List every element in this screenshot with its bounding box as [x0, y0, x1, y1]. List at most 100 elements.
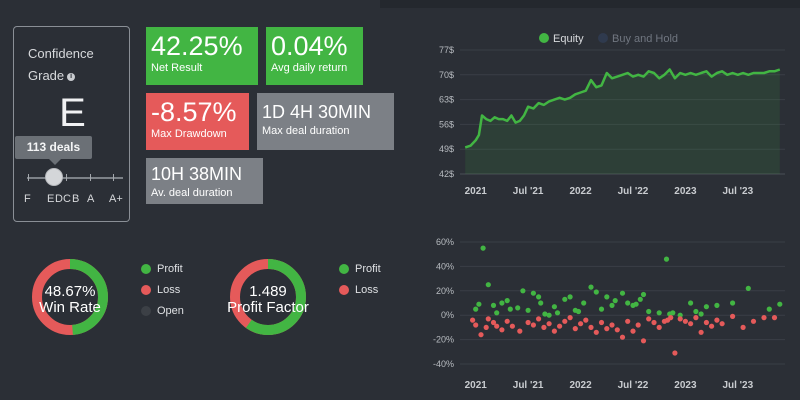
deals-tooltip: 113 deals	[15, 136, 92, 159]
net-result-value: 42.25%	[151, 31, 243, 61]
profit-deal-point	[490, 302, 497, 308]
loss-deal-point	[703, 319, 709, 326]
grade-tick	[66, 174, 67, 181]
equity-y-tick-label: 70$	[439, 70, 454, 80]
profit-deal-point	[480, 245, 486, 251]
profit-deal-point	[730, 300, 736, 306]
legend-dot-icon	[141, 306, 151, 317]
loss-deal-point	[546, 321, 552, 327]
loss-deal-point	[635, 322, 641, 328]
win-rate-value: 48.67%	[44, 283, 96, 300]
equity-y-tick-label: 56$	[439, 119, 454, 129]
scatter-y-tick-label: 40%	[436, 261, 454, 271]
scatter-x-axis: 2021 Jul '21 2022 Jul '22 2023 Jul '23	[465, 380, 754, 391]
loss-deal-point	[483, 324, 489, 330]
grade-label-b: B	[72, 193, 80, 205]
win-rate-legend-profit[interactable]: Profit	[141, 263, 183, 275]
equity-x-tick-label: 2022	[569, 186, 592, 197]
deals-scatter-chart: 60% 40% 20% 0% -20% -40% 2021 Jul '21 2022 Jul '…	[433, 237, 785, 391]
loss-deal-point	[761, 315, 767, 321]
profit-deal-point	[688, 300, 694, 306]
scatter-x-tick-label: Jul '21	[513, 380, 544, 391]
max-drawdown-tile: -8.57% Max Drawdown	[146, 93, 249, 150]
loss-deal-point	[478, 332, 484, 338]
loss-deal-point	[677, 316, 683, 322]
equity-x-axis: 2021 Jul '21 2022 Jul '22 2023 Jul '23	[465, 186, 754, 197]
profit-factor-legend-profit-label: Profit	[355, 263, 381, 275]
grade-label-a-plus: A+	[109, 193, 123, 205]
loss-deal-point	[750, 318, 757, 324]
loss-deal-point	[614, 327, 620, 333]
profit-deal-point	[604, 294, 610, 300]
profit-factor-legend-loss-label: Loss	[355, 284, 379, 296]
loss-deal-point	[485, 316, 491, 322]
loss-deal-point	[604, 326, 610, 332]
grade-slider-handle[interactable]	[45, 168, 63, 186]
scatter-y-tick-label: 0%	[441, 310, 454, 320]
scatter-x-tick-label: 2021	[465, 380, 488, 391]
scatter-x-tick-label: Jul '23	[722, 380, 753, 391]
profit-deal-point	[473, 306, 479, 312]
legend-equity-label[interactable]: Equity	[553, 33, 584, 45]
scatter-x-tick-label: 2023	[674, 380, 697, 391]
legend-dot-icon	[141, 264, 151, 275]
profit-deal-point	[515, 305, 521, 311]
loss-deal-point	[551, 328, 557, 334]
grade-label-f: F	[24, 193, 31, 205]
loss-deal-point	[598, 319, 605, 326]
profit-deal-point	[663, 256, 670, 262]
profit-deal-point	[619, 290, 626, 296]
win-rate-legend-loss[interactable]: Loss	[141, 284, 180, 296]
loss-deal-point	[619, 334, 626, 340]
profit-deal-point	[637, 296, 643, 302]
profit-deal-point	[546, 312, 552, 318]
top-bar	[380, 0, 800, 8]
grade-slider-track[interactable]	[27, 177, 123, 179]
profit-factor-label: Profit Factor	[227, 299, 309, 316]
profit-deal-point	[504, 298, 510, 304]
loss-deal-point	[557, 323, 563, 329]
profit-deal-point	[609, 302, 615, 308]
profit-deal-point	[485, 282, 491, 288]
win-rate-legend-profit-label: Profit	[157, 263, 183, 275]
info-icon[interactable]: i	[67, 72, 76, 81]
profit-deal-point	[525, 307, 531, 313]
profit-deal-point	[633, 301, 639, 307]
legend-equity-icon[interactable]	[539, 33, 549, 43]
max-deal-duration-tile: 1D 4H 30MIN Max deal duration	[257, 93, 394, 150]
profit-deal-point	[698, 311, 704, 317]
scatter-points	[470, 245, 783, 356]
profit-factor-legend-loss[interactable]: Loss	[339, 284, 378, 296]
win-rate-donut	[32, 259, 108, 335]
loss-deal-point	[504, 318, 510, 324]
legend-buy-hold-icon[interactable]	[598, 33, 608, 43]
max-drawdown-value: -8.57%	[151, 97, 237, 127]
loss-deal-point	[490, 319, 497, 326]
confidence-grade-card: Confidence Grade i E	[13, 26, 130, 222]
avg-deal-duration-value: 10H 38MIN	[151, 164, 243, 184]
profit-deal-point	[554, 310, 561, 316]
loss-deal-point	[470, 317, 476, 323]
loss-deal-point	[625, 318, 631, 324]
profit-deal-point	[562, 296, 568, 302]
profit-deal-point	[499, 300, 505, 306]
loss-deal-point	[588, 324, 594, 330]
profit-deal-point	[494, 310, 500, 316]
win-rate-legend-open[interactable]: Open	[141, 305, 184, 317]
equity-x-tick-label: Jul '21	[513, 186, 544, 197]
legend-dot-icon	[339, 264, 349, 275]
equity-chart: Equity Buy and Hold 42$ 49$ 56$ 63$ 70$ 77$ 2…	[439, 33, 785, 197]
profit-deal-point	[625, 300, 631, 306]
profit-factor-legend-profit[interactable]: Profit	[339, 263, 381, 275]
legend-buy-hold-label[interactable]: Buy and Hold	[612, 33, 678, 45]
equity-x-tick-label: Jul '23	[722, 186, 753, 197]
profit-deal-point	[646, 308, 652, 315]
grade-label-e: E	[47, 193, 55, 205]
equity-y-tick-label: 77$	[439, 45, 454, 55]
grade-label-a: A	[87, 193, 95, 205]
equity-area	[465, 69, 780, 174]
loss-deal-point	[509, 323, 515, 329]
loss-deal-point	[651, 319, 657, 326]
scatter-y-tick-label: -20%	[433, 335, 454, 345]
profit-factor-profit-arc	[230, 259, 306, 335]
